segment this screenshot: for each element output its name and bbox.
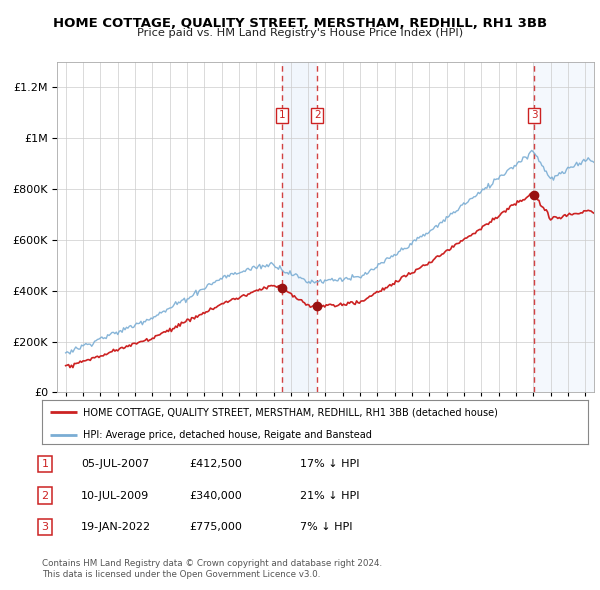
Text: Contains HM Land Registry data © Crown copyright and database right 2024.: Contains HM Land Registry data © Crown c…: [42, 559, 382, 568]
Text: 1: 1: [279, 110, 286, 120]
Text: £412,500: £412,500: [189, 460, 242, 469]
Text: This data is licensed under the Open Government Licence v3.0.: This data is licensed under the Open Gov…: [42, 570, 320, 579]
Text: £775,000: £775,000: [189, 522, 242, 532]
Text: HOME COTTAGE, QUALITY STREET, MERSTHAM, REDHILL, RH1 3BB (detached house): HOME COTTAGE, QUALITY STREET, MERSTHAM, …: [83, 408, 498, 417]
Text: 1: 1: [41, 460, 49, 469]
Text: 10-JUL-2009: 10-JUL-2009: [81, 491, 149, 500]
Text: 21% ↓ HPI: 21% ↓ HPI: [300, 491, 359, 500]
Text: £340,000: £340,000: [189, 491, 242, 500]
Text: HOME COTTAGE, QUALITY STREET, MERSTHAM, REDHILL, RH1 3BB: HOME COTTAGE, QUALITY STREET, MERSTHAM, …: [53, 17, 547, 30]
Text: 05-JUL-2007: 05-JUL-2007: [81, 460, 149, 469]
Bar: [534, 62, 594, 392]
Text: HPI: Average price, detached house, Reigate and Banstead: HPI: Average price, detached house, Reig…: [83, 430, 372, 440]
Text: 7% ↓ HPI: 7% ↓ HPI: [300, 522, 353, 532]
Bar: [283, 62, 317, 392]
Text: 3: 3: [41, 522, 49, 532]
Text: 19-JAN-2022: 19-JAN-2022: [81, 522, 151, 532]
Text: 17% ↓ HPI: 17% ↓ HPI: [300, 460, 359, 469]
Text: 2: 2: [41, 491, 49, 500]
Text: 3: 3: [531, 110, 538, 120]
Text: Price paid vs. HM Land Registry's House Price Index (HPI): Price paid vs. HM Land Registry's House …: [137, 28, 463, 38]
Text: 2: 2: [314, 110, 320, 120]
